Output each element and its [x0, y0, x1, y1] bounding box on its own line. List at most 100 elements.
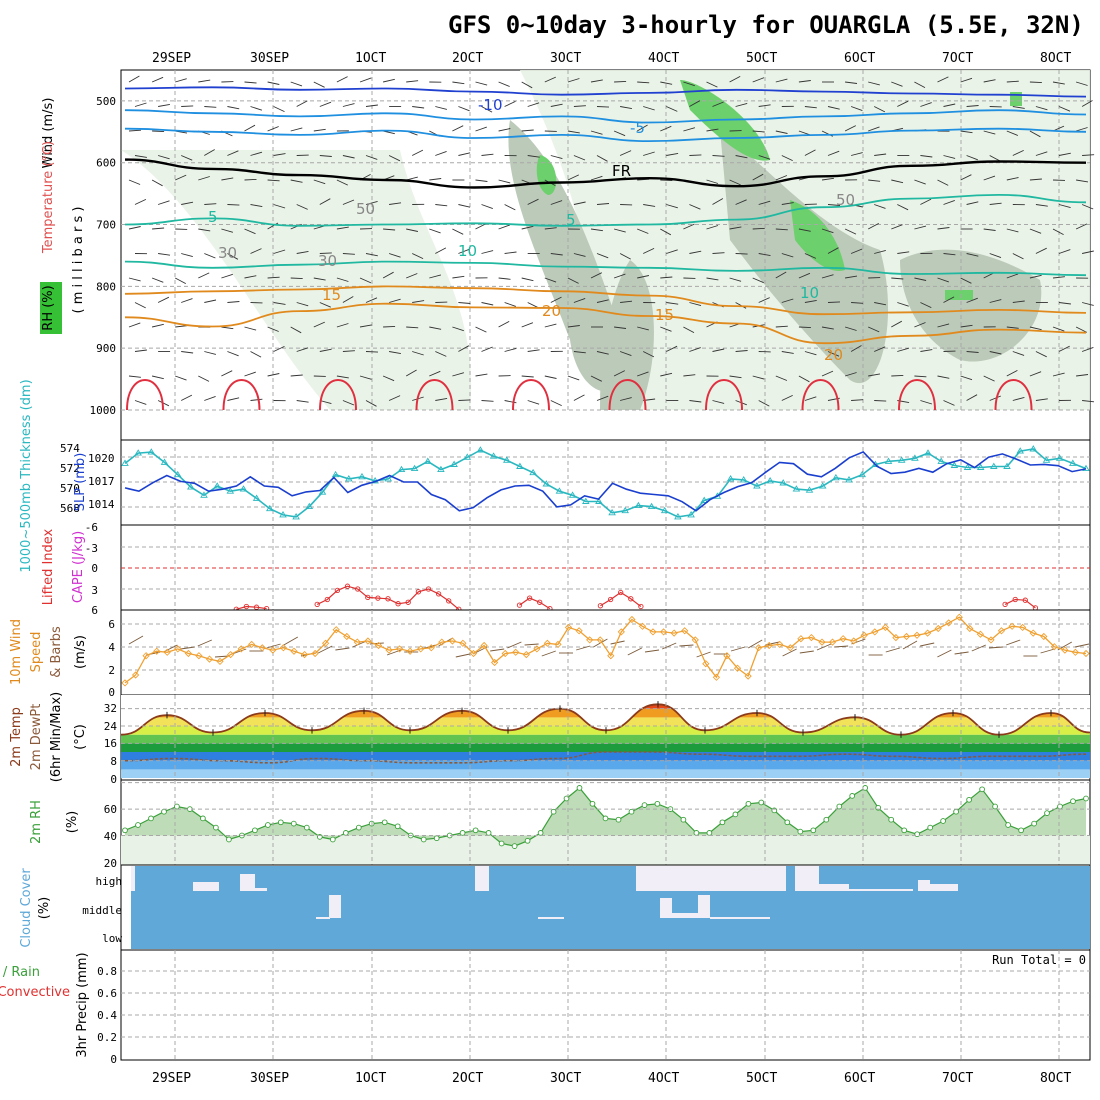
- wind-barb: [821, 228, 834, 234]
- thickness-point: [582, 497, 590, 504]
- rh-point: [810, 827, 817, 834]
- wind-barb: [729, 76, 741, 83]
- wind-barb: [758, 297, 770, 303]
- wind-barb: [937, 375, 950, 379]
- wind-speed-point: [617, 628, 625, 636]
- lifted-index-point: [355, 586, 361, 592]
- wind-barb: [989, 155, 1001, 162]
- rh-point: [784, 819, 791, 826]
- wind-speed-point: [184, 649, 193, 658]
- y-tick-label: 16: [104, 737, 117, 750]
- wind-barb: [204, 149, 215, 156]
- wind-barb: [544, 277, 557, 283]
- thickness-point: [555, 487, 564, 494]
- wind-barb: [250, 351, 262, 358]
- thickness-point: [279, 511, 287, 518]
- wind-barb: [151, 375, 164, 380]
- wind-barb: [567, 78, 580, 83]
- wind-barb: [504, 347, 517, 352]
- wind-barb: [204, 351, 217, 355]
- wind-barb: [844, 125, 857, 132]
- wind-barb: [250, 106, 263, 111]
- thickness-point: [608, 508, 616, 516]
- date-label: 5OCT: [746, 51, 777, 66]
- rh-point: [265, 822, 271, 828]
- wind-barb: [989, 351, 1002, 355]
- wind-barb: [983, 228, 996, 231]
- wind-barb: [573, 253, 586, 257]
- wind-barb: [382, 375, 395, 382]
- wind-barb: [752, 277, 764, 284]
- wind-barb: [412, 351, 424, 356]
- thickness-point: [937, 457, 945, 464]
- wind-barb: [689, 204, 701, 210]
- wind-speed-point: [881, 623, 890, 632]
- wind-barb: [128, 277, 141, 282]
- wind-barb: [804, 106, 817, 109]
- wind-barb: [850, 248, 863, 254]
- lifted-index-line: [600, 591, 642, 607]
- wind-barb: [204, 395, 216, 401]
- wind-barb: [221, 370, 233, 377]
- thickness-point: [739, 476, 748, 483]
- lifted-index-point: [415, 589, 422, 595]
- temperature-contour: [994, 379, 1033, 411]
- y-tick-label: 0: [110, 1053, 117, 1066]
- wind-barb: [920, 198, 932, 205]
- wind-barb: [966, 253, 979, 257]
- wind-barb: [775, 325, 788, 328]
- wind-speed-point: [459, 639, 467, 647]
- cloud-gap: [795, 866, 819, 891]
- wind-speed-point: [438, 638, 446, 646]
- cloud-gap: [819, 884, 849, 891]
- wind-barb: [960, 77, 973, 83]
- wind-barb: [157, 296, 170, 303]
- rh-point: [290, 820, 297, 827]
- thickness-point: [121, 459, 129, 466]
- axis-label: (m/s): [73, 635, 88, 669]
- contour-label: 10: [458, 242, 477, 260]
- wind-speed-point: [248, 640, 256, 649]
- rh-band: [121, 835, 1090, 865]
- wind-barb: [983, 130, 996, 135]
- wind-speed-point: [332, 626, 340, 634]
- wind-barb: [590, 175, 603, 181]
- wind-barb: [1029, 371, 1042, 377]
- wind-barb: [874, 204, 886, 209]
- wind-barb: [296, 347, 309, 352]
- wind-speed-point: [702, 660, 710, 668]
- thickness-point: [647, 502, 656, 510]
- wind-barb: [781, 394, 793, 401]
- rh-point: [901, 827, 908, 834]
- wind-barb: [1081, 100, 1093, 107]
- wind-barb: [1058, 345, 1070, 352]
- wind-barb: [596, 155, 608, 162]
- wind-barb: [590, 375, 602, 382]
- wind-barb: [544, 76, 556, 83]
- rh-point: [394, 823, 401, 830]
- rh-point: [550, 808, 557, 815]
- wind-barb: [775, 175, 788, 181]
- thickness-point: [832, 473, 840, 481]
- axis-label: & Barbs: [49, 626, 64, 678]
- wind-speed-point: [469, 649, 478, 658]
- cloud-gap: [255, 888, 267, 891]
- wind-barb: [637, 228, 649, 234]
- wind-barb: [971, 644, 986, 652]
- thickness-point: [1082, 464, 1090, 472]
- wind-barb: [250, 398, 263, 401]
- wind-barb: [1081, 346, 1094, 352]
- wind-barb: [666, 204, 678, 209]
- wind-speed-point: [839, 635, 847, 643]
- wind-barb: [475, 326, 487, 333]
- wind-speed-point: [406, 647, 414, 655]
- wind-barb: [452, 125, 464, 132]
- wind-barb: [365, 104, 378, 107]
- lifted-index-point: [597, 603, 604, 609]
- wind-barb: [221, 228, 234, 233]
- wind-barb: [504, 100, 516, 107]
- temperature-contour: [512, 379, 550, 411]
- contour-label: 15: [655, 306, 674, 324]
- wind-barb: [1006, 80, 1019, 83]
- wind-barb: [636, 124, 648, 132]
